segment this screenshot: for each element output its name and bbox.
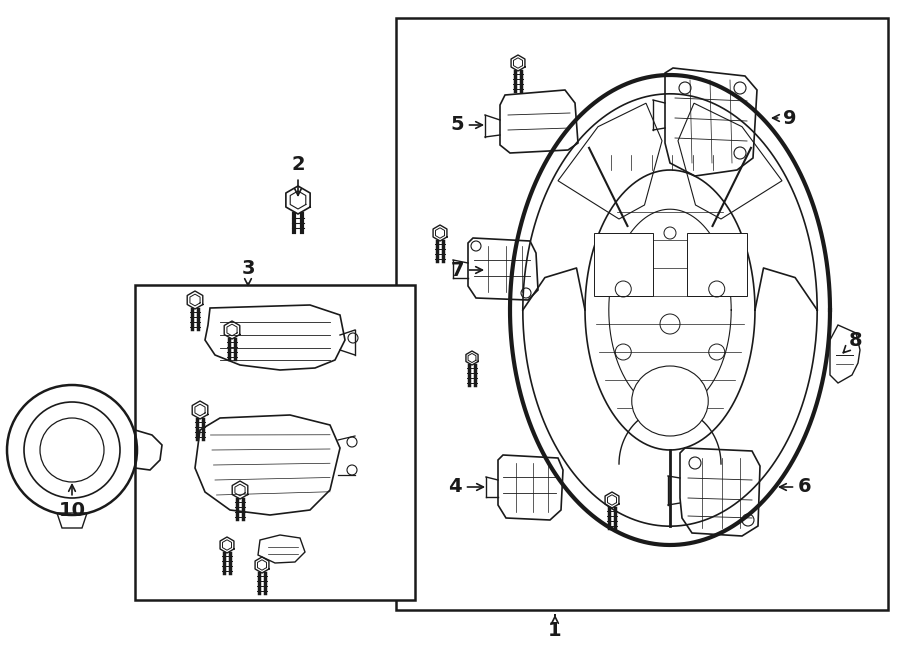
Text: 9: 9 (772, 108, 796, 128)
Bar (687, 233, 746, 296)
Text: 3: 3 (241, 258, 255, 286)
Text: 1: 1 (548, 615, 562, 639)
Text: 7: 7 (450, 260, 482, 280)
Text: 8: 8 (843, 330, 863, 353)
Text: 5: 5 (450, 116, 482, 134)
Bar (396, 18, 888, 610)
Ellipse shape (632, 366, 708, 436)
Bar (593, 233, 653, 296)
Text: 2: 2 (292, 155, 305, 196)
Text: 6: 6 (779, 477, 812, 496)
Text: 10: 10 (58, 485, 86, 520)
Text: 4: 4 (448, 477, 483, 496)
Ellipse shape (523, 94, 817, 526)
Bar (135, 285, 415, 600)
